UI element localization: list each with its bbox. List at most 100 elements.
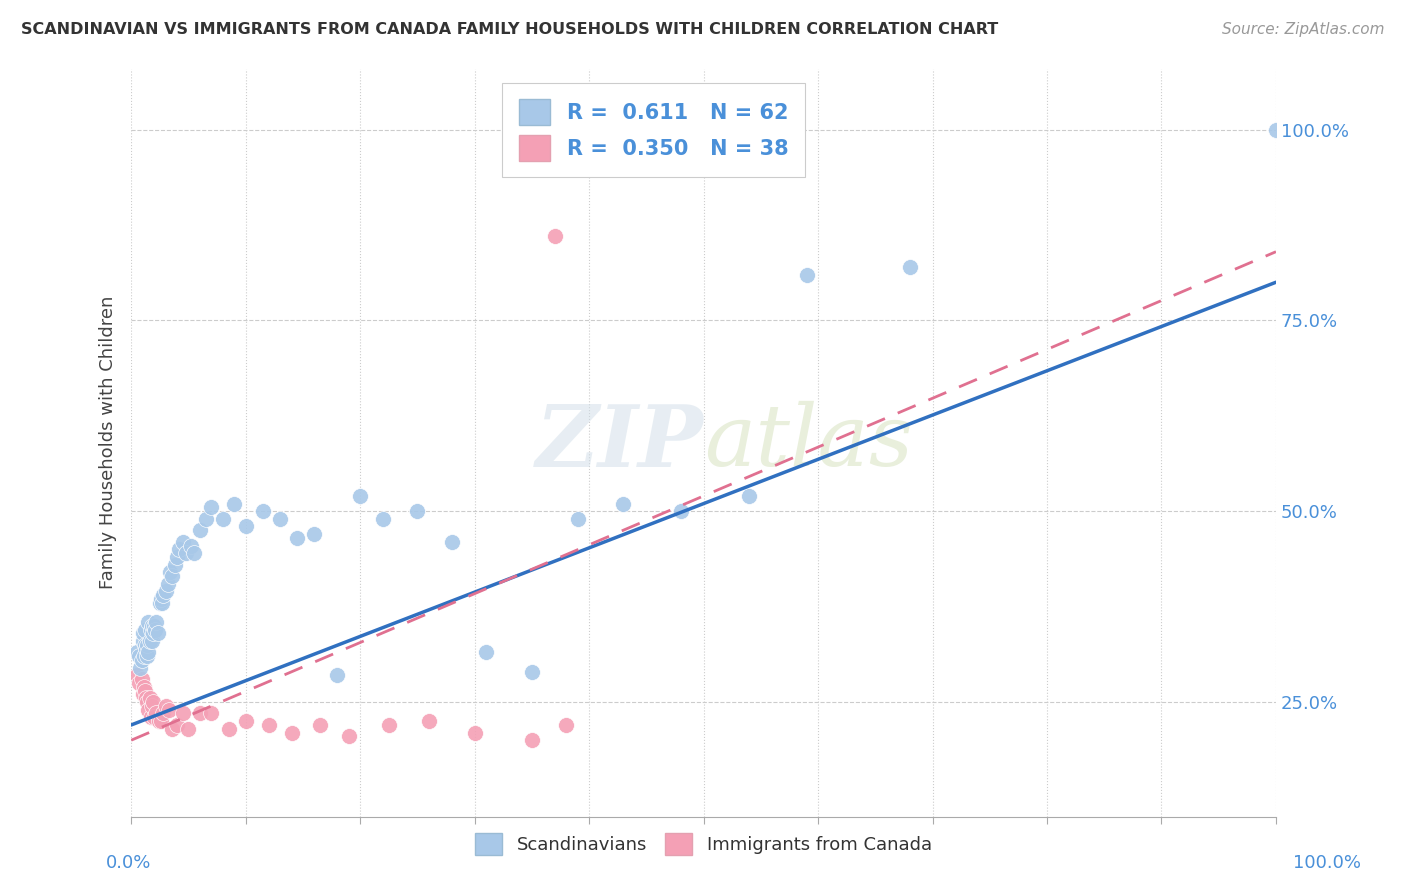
Point: [138, 645, 160, 659]
Point: [738, 489, 761, 503]
Point: [141, 618, 163, 632]
Point: [143, 618, 166, 632]
Point: [142, 695, 165, 709]
Point: [163, 558, 186, 572]
Point: [143, 623, 166, 637]
Point: [131, 634, 153, 648]
Point: [200, 706, 222, 721]
Point: [177, 722, 200, 736]
Point: [188, 706, 211, 721]
Point: [406, 504, 429, 518]
Point: [131, 687, 153, 701]
Point: [155, 584, 177, 599]
Point: [418, 714, 440, 728]
Point: [131, 626, 153, 640]
Point: [612, 497, 634, 511]
Point: [166, 549, 188, 564]
Point: [567, 512, 589, 526]
Point: [139, 710, 162, 724]
Point: [172, 706, 194, 721]
Point: [150, 714, 173, 728]
Point: [134, 623, 156, 637]
Point: [211, 512, 233, 526]
Point: [464, 725, 486, 739]
Point: [162, 569, 184, 583]
Point: [162, 722, 184, 736]
Point: [142, 626, 165, 640]
Point: [125, 645, 148, 659]
Point: [669, 504, 692, 518]
Point: [139, 623, 162, 637]
Point: [285, 531, 308, 545]
Point: [218, 722, 240, 736]
Point: [128, 649, 150, 664]
Text: 0.0%: 0.0%: [105, 855, 150, 872]
Point: [304, 527, 326, 541]
Point: [337, 730, 360, 744]
Point: [143, 710, 166, 724]
Point: [128, 676, 150, 690]
Point: [150, 596, 173, 610]
Point: [235, 714, 257, 728]
Point: [520, 665, 543, 679]
Point: [145, 706, 167, 721]
Point: [155, 698, 177, 713]
Point: [134, 683, 156, 698]
Point: [544, 229, 567, 244]
Point: [257, 718, 280, 732]
Point: [146, 626, 169, 640]
Point: [555, 718, 578, 732]
Point: [135, 691, 157, 706]
Point: [520, 733, 543, 747]
Point: [157, 703, 180, 717]
Point: [200, 500, 222, 515]
Point: [1265, 122, 1288, 136]
Point: [269, 512, 291, 526]
Point: [475, 645, 498, 659]
Point: [378, 718, 401, 732]
Point: [148, 714, 170, 728]
Point: [141, 698, 163, 713]
Point: [132, 649, 155, 664]
Point: [166, 718, 188, 732]
Point: [280, 725, 302, 739]
Point: [235, 519, 257, 533]
Point: [252, 504, 274, 518]
Point: [131, 653, 153, 667]
Point: [132, 680, 155, 694]
Point: [183, 546, 205, 560]
Point: [326, 668, 349, 682]
Text: Source: ZipAtlas.com: Source: ZipAtlas.com: [1222, 22, 1385, 37]
Y-axis label: Family Households with Children: Family Households with Children: [100, 296, 117, 590]
Point: [134, 638, 156, 652]
Text: 100.0%: 100.0%: [1294, 855, 1361, 872]
Point: [138, 634, 160, 648]
Point: [138, 691, 160, 706]
Point: [796, 268, 818, 282]
Text: atlas: atlas: [703, 401, 912, 483]
Point: [149, 596, 172, 610]
Point: [371, 512, 394, 526]
Point: [440, 534, 463, 549]
Point: [309, 718, 332, 732]
Point: [138, 615, 160, 629]
Point: [145, 615, 167, 629]
Point: [136, 638, 159, 652]
Point: [180, 539, 202, 553]
Point: [159, 566, 181, 580]
Point: [349, 489, 371, 503]
Point: [138, 703, 160, 717]
Point: [194, 512, 217, 526]
Point: [131, 672, 153, 686]
Point: [129, 661, 152, 675]
Point: [898, 260, 921, 274]
Point: [156, 576, 179, 591]
Point: [174, 546, 197, 560]
Text: ZIP: ZIP: [536, 401, 703, 484]
Point: [188, 524, 211, 538]
Point: [136, 649, 159, 664]
Point: [152, 588, 174, 602]
Point: [141, 634, 163, 648]
Legend: R =  0.611   N = 62, R =  0.350   N = 38: R = 0.611 N = 62, R = 0.350 N = 38: [502, 83, 806, 178]
Text: SCANDINAVIAN VS IMMIGRANTS FROM CANADA FAMILY HOUSEHOLDS WITH CHILDREN CORRELATI: SCANDINAVIAN VS IMMIGRANTS FROM CANADA F…: [21, 22, 998, 37]
